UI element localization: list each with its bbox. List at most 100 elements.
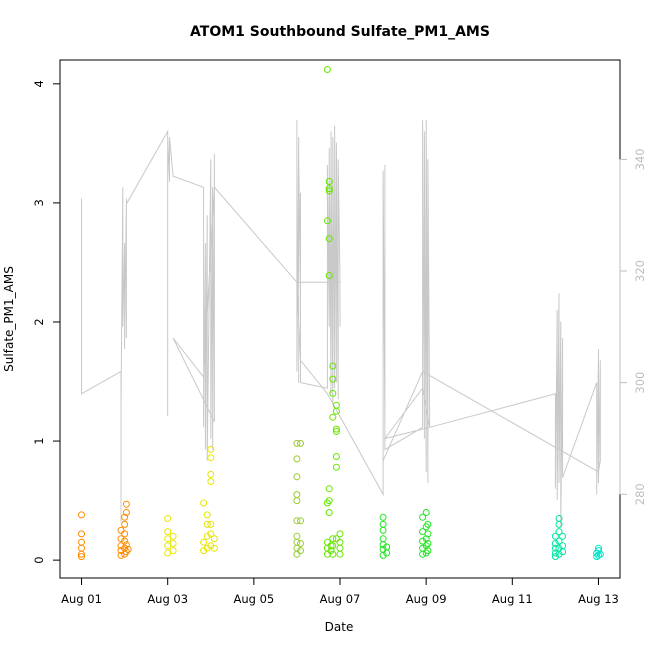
data-point <box>78 544 85 552</box>
data-point <box>424 540 432 547</box>
data-point <box>379 513 387 521</box>
data-point <box>207 530 215 538</box>
data-point <box>424 547 432 555</box>
data-point <box>207 470 215 478</box>
data-point <box>332 535 340 543</box>
data-point <box>325 185 333 193</box>
x-tick-label: Aug 09 <box>406 592 447 606</box>
data-point <box>325 235 333 243</box>
right-axis: 280 300 320 340 <box>619 148 647 505</box>
data-point <box>379 526 387 534</box>
data-point <box>207 520 215 528</box>
data-point <box>329 413 337 421</box>
data-point <box>329 389 337 397</box>
data-point <box>297 540 304 547</box>
data-point <box>555 515 563 522</box>
y-tick-label: 3 <box>32 199 46 206</box>
data-point <box>422 535 430 543</box>
data-point <box>332 463 340 471</box>
data-point <box>323 538 331 546</box>
data-point <box>329 550 337 558</box>
data-point <box>78 511 85 519</box>
data-point <box>419 513 427 521</box>
data-point <box>325 272 333 279</box>
scatter-points <box>78 66 604 561</box>
data-point <box>379 545 387 553</box>
data-point <box>332 425 340 433</box>
y-tick-label: 2 <box>32 318 46 325</box>
secondary-line <box>81 120 601 528</box>
data-point <box>336 538 344 546</box>
data-point <box>207 478 215 485</box>
data-point <box>293 473 301 481</box>
data-point <box>293 497 301 505</box>
right-tick-label: 280 <box>633 483 647 505</box>
data-point <box>551 544 559 552</box>
data-point <box>293 455 301 463</box>
data-point <box>332 407 340 415</box>
data-point <box>424 530 432 538</box>
data-point <box>424 520 432 528</box>
data-point <box>122 509 130 516</box>
data-point <box>121 513 129 521</box>
data-point <box>203 520 211 528</box>
data-point <box>332 453 340 460</box>
data-point <box>169 540 177 547</box>
data-point <box>203 532 211 540</box>
data-point <box>293 491 301 499</box>
data-point <box>551 549 559 557</box>
data-point <box>379 520 387 528</box>
x-axis-label: Date <box>325 620 354 634</box>
data-point <box>78 538 85 546</box>
data-point <box>555 544 563 552</box>
y-axis-label: Sulfate_PM1_AMS <box>2 266 16 372</box>
data-point <box>169 532 177 540</box>
data-point <box>203 511 211 519</box>
data-point <box>323 217 331 225</box>
data-point <box>78 530 85 538</box>
data-point <box>551 532 559 540</box>
data-point <box>297 547 304 555</box>
data-point <box>555 528 563 536</box>
data-point <box>293 517 301 525</box>
data-point <box>293 439 301 447</box>
data-point <box>327 547 335 555</box>
data-point <box>293 538 301 546</box>
data-point <box>596 550 604 558</box>
y-tick-label: 0 <box>32 556 46 563</box>
data-point <box>117 526 125 534</box>
data-point <box>117 535 125 543</box>
data-point <box>78 553 85 561</box>
data-point <box>293 532 301 540</box>
x-axis: Aug 01 Aug 03 Aug 05 Aug 07 Aug 09 Aug 11 Aug … <box>61 577 619 606</box>
x-tick-label: Aug 11 <box>492 592 533 606</box>
right-tick-label: 320 <box>633 260 647 282</box>
data-point <box>559 532 567 540</box>
data-point <box>297 517 304 525</box>
data-point <box>551 553 559 561</box>
data-point <box>122 541 130 549</box>
data-point <box>325 497 333 505</box>
data-point <box>559 542 567 550</box>
x-tick-label: Aug 07 <box>320 592 361 606</box>
data-point <box>379 535 387 543</box>
data-point <box>297 439 304 447</box>
data-point <box>325 485 333 493</box>
data-point <box>336 550 344 558</box>
data-point <box>203 544 211 552</box>
data-point <box>121 537 129 545</box>
data-point <box>169 547 177 555</box>
data-point <box>551 540 559 547</box>
data-point <box>207 454 215 462</box>
data-point <box>329 362 337 370</box>
y-axis: 0 1 2 3 4 <box>32 80 61 564</box>
data-point <box>336 530 344 538</box>
x-tick-label: Aug 01 <box>61 592 102 606</box>
data-point <box>124 545 132 553</box>
x-tick-label: Aug 03 <box>147 592 188 606</box>
secondary-line-path <box>81 120 601 528</box>
data-point <box>419 550 427 558</box>
data-point <box>121 544 129 552</box>
data-point <box>200 547 208 555</box>
